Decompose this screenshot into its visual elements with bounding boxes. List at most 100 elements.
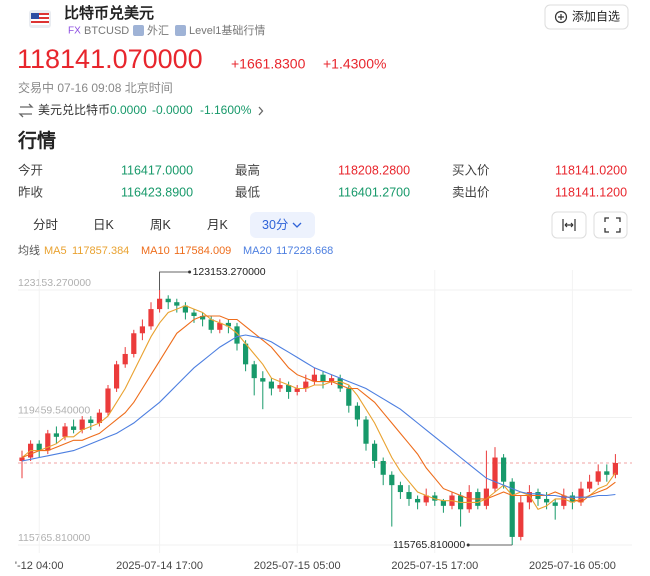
candle-body — [208, 319, 214, 330]
x-tick-label: 2025-07-14 17:00 — [116, 560, 203, 572]
candle-body — [311, 374, 317, 382]
candle-body — [544, 498, 550, 503]
ma-line — [21, 305, 616, 510]
status: 交易中 07-16 09:08 北京时间 — [18, 80, 173, 95]
candle-body — [595, 471, 601, 482]
tab-active-bg — [250, 212, 315, 238]
candle-body — [526, 492, 532, 503]
stat-value: 118141.1200 — [555, 185, 627, 199]
y-tick-label: 119459.540000 — [18, 404, 90, 416]
stats-table: 今开 116417.0000 最高 118208.2800 买入价 118141.0200… — [18, 162, 627, 199]
fit-button[interactable] — [551, 211, 587, 239]
candle-body — [243, 343, 249, 365]
tag-icon — [175, 25, 186, 36]
candlestick-chart: 115765.810000 119459.540000 123153.270000 '… — [15, 245, 632, 572]
candle-body — [182, 305, 188, 313]
candle-body — [380, 460, 386, 475]
candle-body — [88, 419, 94, 424]
candle-body — [234, 326, 240, 344]
tab[interactable]: 日K — [93, 218, 115, 232]
annotation-leader — [159, 271, 190, 290]
candle-body — [397, 485, 403, 493]
candle-body — [148, 309, 154, 327]
stat-value: 118208.2800 — [338, 163, 410, 177]
flag-icon — [29, 10, 51, 28]
tag: Level1基础行情 — [189, 24, 265, 37]
candle-body — [131, 333, 137, 354]
stat-label: 昨收 — [18, 185, 44, 199]
candle-body — [346, 388, 352, 406]
annotation-label: 123153.270000 — [193, 266, 266, 278]
tab[interactable]: 30分 — [262, 218, 288, 232]
candle-body — [165, 298, 171, 303]
candle-body — [294, 388, 300, 392]
candle-body — [372, 443, 378, 461]
tab[interactable]: 月K — [207, 218, 229, 232]
candle-body — [191, 312, 197, 317]
candle-body — [62, 426, 68, 437]
candle-body — [509, 481, 515, 537]
candle-body — [337, 378, 343, 389]
candle-body — [174, 302, 180, 306]
candle-body — [71, 426, 77, 430]
add-watchlist-button[interactable]: 添加自选 — [544, 4, 629, 30]
tag: 外汇 — [147, 24, 169, 37]
candle-body — [157, 298, 163, 310]
ma-line — [21, 334, 616, 498]
legend-value: 117228.668 — [276, 245, 333, 257]
candle-body — [612, 463, 618, 475]
tab[interactable]: 周K — [150, 218, 172, 232]
candle-body — [561, 495, 567, 506]
expand-button[interactable] — [593, 211, 628, 239]
stat-label: 今开 — [18, 162, 43, 177]
change: +1661.8300 — [231, 56, 306, 72]
legend-name: MA5 — [44, 245, 67, 257]
candle-body — [268, 381, 274, 389]
candle-body — [105, 388, 111, 413]
inverse-row[interactable]: 美元兑比特币 0.0000 -0.0000 -1.1600% — [18, 102, 264, 118]
y-tick-label: 123153.270000 — [18, 277, 91, 289]
stat-value: 116401.2700 — [338, 185, 410, 199]
tag-icon — [133, 25, 144, 36]
candle-body — [587, 481, 593, 489]
x-tick-label: 2025-07-16 05:00 — [529, 560, 616, 572]
candle-body — [114, 364, 120, 389]
annotation-label: 115765.810000 — [393, 539, 465, 551]
stat-label: 最低 — [235, 185, 261, 199]
stat-label: 最高 — [235, 162, 260, 177]
candle-body — [139, 326, 145, 334]
candle-body — [320, 374, 326, 382]
candle-body — [552, 502, 558, 506]
tag: FX — [68, 26, 81, 37]
candle-body — [96, 412, 102, 424]
stat-value: 116423.8900 — [121, 185, 193, 199]
inverse-change: -0.0000 — [152, 103, 193, 117]
candle-body — [260, 378, 266, 382]
candle-body — [45, 433, 51, 451]
x-tick-label: '-12 04:00 — [15, 560, 64, 572]
candle-body — [354, 405, 360, 420]
stat-label: 卖出价 — [452, 185, 490, 199]
candle-body — [578, 488, 584, 503]
candle-body — [303, 381, 309, 389]
stat-value: 118141.0200 — [555, 163, 627, 177]
candle-body — [19, 457, 25, 461]
legend-name: MA10 — [141, 245, 170, 257]
period-tabs: 分时 日K 周K 月K 30分 — [33, 212, 315, 238]
ma-label: 均线 — [18, 243, 40, 257]
candle-body — [604, 471, 610, 475]
candle-body — [492, 457, 498, 489]
candle-body — [518, 502, 524, 537]
candle-body — [225, 322, 231, 327]
change-pct: +1.4300% — [323, 56, 386, 72]
tab[interactable]: 分时 — [33, 218, 59, 232]
candle-body — [432, 495, 438, 501]
inverse-change-pct: -1.1600% — [200, 103, 252, 117]
candle-body — [389, 474, 395, 486]
candle-body — [440, 500, 446, 506]
fullscreen-tools — [551, 211, 628, 239]
x-tick-label: 2025-07-15 17:00 — [391, 560, 478, 572]
price: 118141.070000 — [17, 44, 203, 74]
candle-body — [79, 419, 85, 430]
